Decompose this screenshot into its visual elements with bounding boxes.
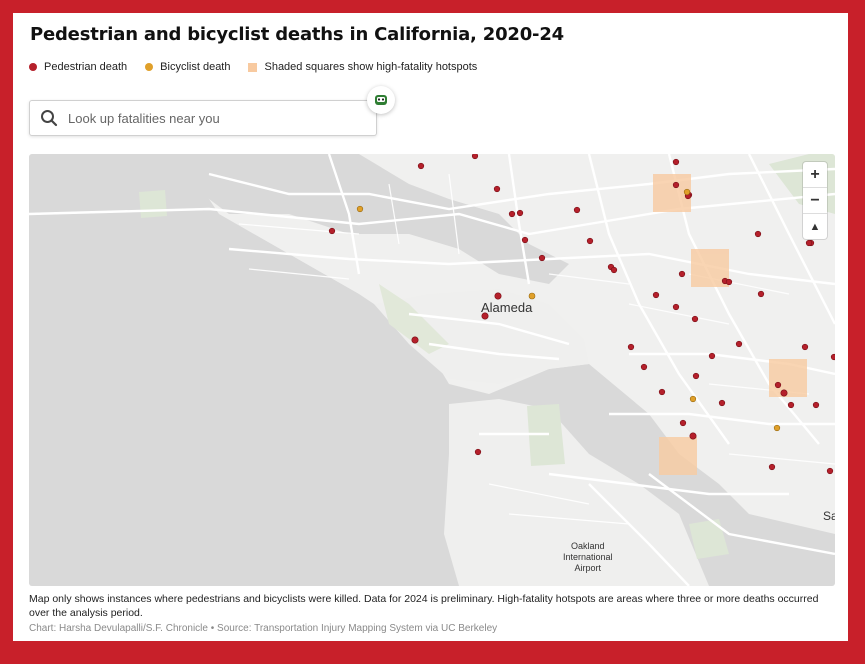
pedestrian-death-point: [801, 343, 809, 351]
pedestrian-death-point: [774, 381, 782, 389]
pedestrian-death-point: [627, 343, 635, 351]
pedestrian-death-point: [481, 312, 489, 320]
bicyclist-death-point: [683, 188, 691, 196]
legend-item-pedestrian: Pedestrian death: [29, 61, 127, 73]
search-box[interactable]: [29, 100, 377, 136]
pedestrian-death-point: [735, 340, 743, 348]
credit-line: Chart: Harsha Devulapalli/S.F. Chronicle…: [29, 623, 498, 634]
pedestrian-death-point: [417, 162, 425, 170]
pedestrian-death-point: [658, 388, 666, 396]
hotspot-square: [769, 359, 807, 397]
pedestrian-death-point: [826, 467, 834, 475]
zoom-control: + − ▲: [803, 162, 827, 239]
hotspot-square: [659, 437, 697, 475]
pedestrian-death-point: [787, 401, 795, 409]
legend-label-pedestrian: Pedestrian death: [44, 61, 128, 73]
pedestrian-death-point: [652, 291, 660, 299]
pedestrian-death-point: [830, 353, 835, 361]
hotspot-square-icon: [248, 62, 258, 72]
pedestrian-death-point: [672, 158, 680, 166]
pedestrian-death-point: [689, 432, 697, 440]
map-label-alameda: Alameda: [481, 300, 533, 315]
pedestrian-death-point: [805, 239, 813, 247]
pedestrian-death-point: [679, 419, 687, 427]
reset-north-button[interactable]: ▲: [809, 220, 821, 233]
map-basemap[interactable]: [29, 154, 835, 586]
zoom-out-button[interactable]: −: [803, 188, 827, 214]
page-title: Pedestrian and bicyclist deaths in Calif…: [30, 24, 564, 45]
pedestrian-death-point: [691, 315, 699, 323]
pedestrian-death-point: [718, 399, 726, 407]
map-label-sa: Sa: [823, 509, 835, 523]
pedestrian-death-point: [610, 266, 618, 274]
legend-label-hotspot: Shaded squares show high-fatality hotspo…: [264, 61, 478, 73]
pedestrian-death-point: [672, 303, 680, 311]
pedestrian-death-point: [708, 352, 716, 360]
bicyclist-death-point: [528, 292, 536, 300]
pedestrian-death-point: [328, 227, 336, 235]
bicyclist-death-point: [356, 205, 364, 213]
pedestrian-death-point: [692, 372, 700, 380]
pedestrian-death-point: [672, 181, 680, 189]
pedestrian-death-point: [474, 448, 482, 456]
pedestrian-death-point: [508, 210, 516, 218]
map-label-airport: Oakland International Airport: [563, 541, 613, 573]
bicyclist-death-point: [773, 424, 781, 432]
map-note: Map only shows instances where pedestria…: [29, 593, 819, 619]
map[interactable]: Alameda Oakland International Airport Sa…: [29, 154, 835, 586]
pedestrian-death-point: [516, 209, 524, 217]
bicyclist-death-point: [689, 395, 697, 403]
pedestrian-death-point: [494, 292, 502, 300]
pedestrian-death-point: [538, 254, 546, 262]
pedestrian-death-point: [493, 185, 501, 193]
pedestrian-death-point: [754, 230, 762, 238]
pedestrian-death-point: [780, 389, 788, 397]
legend-label-bicyclist: Bicyclist death: [160, 61, 231, 73]
search-input[interactable]: [66, 109, 350, 127]
pedestrian-death-point: [725, 278, 733, 286]
legend: Pedestrian death Bicyclist death Shaded …: [29, 61, 477, 73]
bicyclist-dot-icon: [145, 63, 154, 71]
chart-card: Pedestrian and bicyclist deaths in Calif…: [13, 13, 848, 641]
legend-item-hotspot: Shaded squares show high-fatality hotspo…: [248, 61, 477, 73]
legend-item-bicyclist: Bicyclist death: [145, 61, 230, 73]
pedestrian-dot-icon: [29, 63, 37, 71]
pedestrian-death-point: [521, 236, 529, 244]
zoom-in-button[interactable]: +: [803, 162, 827, 188]
pedestrian-death-point: [411, 336, 419, 344]
pedestrian-death-point: [812, 401, 820, 409]
pedestrian-death-point: [586, 237, 594, 245]
search-icon: [41, 110, 58, 127]
pedestrian-death-point: [640, 363, 648, 371]
pedestrian-death-point: [678, 270, 686, 278]
bot-icon[interactable]: [367, 86, 395, 114]
pedestrian-death-point: [573, 206, 581, 214]
pedestrian-death-point: [471, 154, 479, 160]
pedestrian-death-point: [757, 290, 765, 298]
pedestrian-death-point: [768, 463, 776, 471]
